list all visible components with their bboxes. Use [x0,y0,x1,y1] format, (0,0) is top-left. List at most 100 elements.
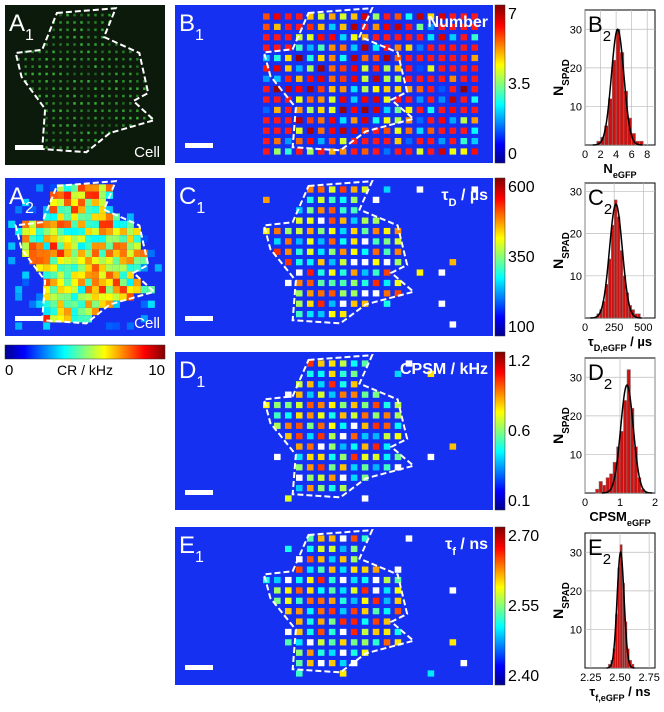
y-tick-label: 10 [570,624,582,636]
map-pixel [372,238,380,245]
panel-sub: 1 [196,200,205,217]
map-pixel [50,271,58,279]
scale-bar [185,316,213,321]
map-pixel [64,227,72,236]
map-pixel [295,587,303,594]
map-pixel [133,249,141,257]
map-pixel [427,54,435,62]
map-pixel [87,35,90,39]
map-pixel [71,227,79,236]
map-pixel [361,13,369,20]
map-pixel [133,286,141,294]
map-pixel [394,148,402,155]
map-pixel [339,54,347,62]
map-pixel [71,191,79,199]
map-pixel [306,217,314,224]
map-pixel [105,206,113,214]
map-pixel [350,474,358,481]
map-pixel [31,72,34,76]
map-pixel [295,401,303,409]
map-pixel [394,96,402,103]
map-pixel [22,242,30,250]
map-pixel [317,576,325,584]
map-pixel [394,279,402,287]
map-pixel [91,191,99,199]
map-pixel [59,124,62,127]
map-pixel [350,391,358,398]
x-tick-label: 2.50 [609,672,630,684]
map-pixel [361,535,369,542]
map-pixel [350,186,358,193]
map-pixel [91,220,99,228]
map-pixel [108,50,111,54]
map-pixel [416,13,424,20]
map-pixel [59,146,62,149]
map-pixel [274,86,281,93]
map-pixel [460,96,468,103]
panel-letter: E [179,532,195,559]
map-pixel [350,196,358,204]
map-pixel [129,109,132,113]
map-pixel [98,242,106,250]
map-pixel [73,116,76,120]
map-pixel [339,279,347,287]
map-pixel [295,238,303,245]
panel-letter: B [588,12,603,37]
map-pixel [129,80,132,83]
map-pixel [29,300,37,308]
map-pixel [78,184,85,192]
map-pixel [59,116,62,120]
map-pixel [328,453,336,461]
map-pixel [306,259,314,266]
map-pixel [38,80,41,83]
map-pixel [339,474,347,481]
map-pixel [328,137,336,145]
map-pixel [274,238,281,245]
map-pixel [438,86,446,93]
map-pixel [317,587,325,594]
map-pixel [339,75,347,82]
map-pixel [317,54,325,62]
map-pixel [328,86,336,93]
map-pixel [122,80,125,83]
map-pixel [339,370,347,378]
map-pixel [460,13,468,20]
map-pixel [64,235,72,243]
map-pixel [66,43,69,46]
map-pixel [126,220,134,228]
map-pixel [328,412,336,419]
map-pixel [405,34,413,41]
map-pixel [263,117,270,124]
map-pixel [438,23,446,31]
map-pixel [45,43,48,46]
map-pixel [78,198,85,207]
map-pixel [50,293,58,301]
map-pixel [15,227,23,236]
map-pixel [43,293,51,301]
map-pixel [449,259,457,266]
map-pixel [350,453,358,461]
map-pixel [284,96,292,103]
map-pixel [115,124,118,127]
map-pixel [339,227,347,235]
map-pixel [328,576,336,584]
scale-bar [15,145,43,150]
map-pixel [295,290,303,297]
map-pixel [317,196,325,204]
map-pixel [59,80,62,83]
map-caption-part: CPSM / kHz [400,361,488,378]
map-pixel [328,117,336,124]
map-pixel [284,238,292,245]
x-axis-label: CPSMeGFP [589,509,650,528]
map-pixel [306,207,314,214]
scale-bar [185,490,213,495]
map-pixel [263,65,270,72]
map-pixel [87,94,90,98]
colorbar-tick-label: 600 [508,179,535,196]
map-pixel [94,138,97,142]
map-pixel [284,412,292,419]
map-pixel [94,109,97,113]
map-pixel [50,227,58,236]
map-pixel [57,220,65,228]
map-pixel [101,50,104,54]
